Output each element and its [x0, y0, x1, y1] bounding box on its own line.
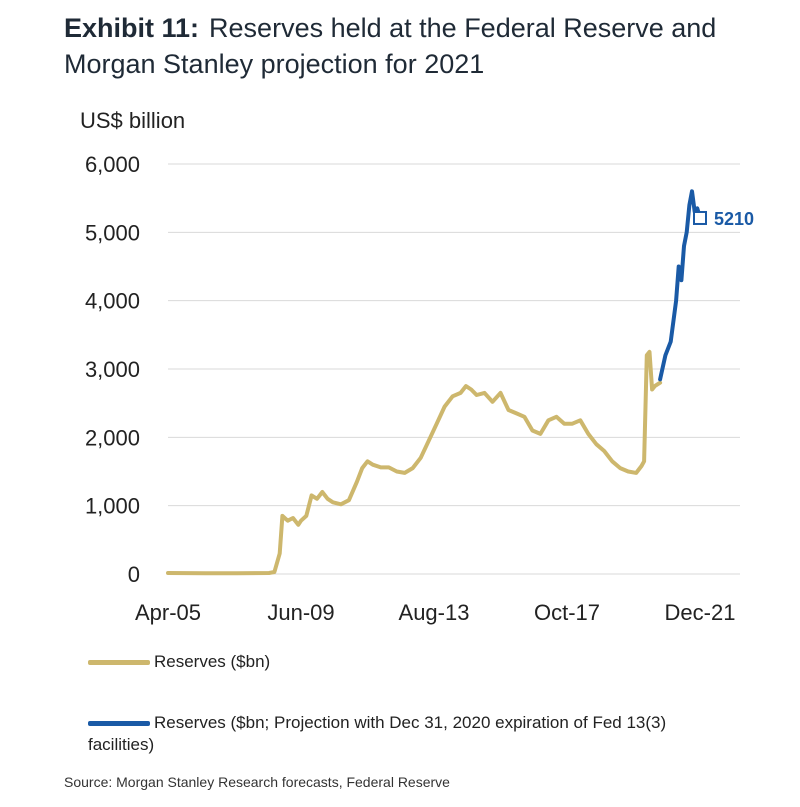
legend-label-reserves: Reserves ($bn): [154, 652, 271, 671]
legend-item-projection: Reserves ($bn; Projection with Dec 31, 2…: [88, 712, 688, 756]
y-axis-label: US$ billion: [80, 108, 186, 133]
legend-label-projection: Reserves ($bn; Projection with Dec 31, 2…: [88, 713, 667, 754]
y-tick-label: 5,000: [85, 220, 140, 245]
y-tick-label: 3,000: [85, 357, 140, 382]
exhibit-label: Exhibit 11:: [64, 13, 200, 43]
series-line-reserves: [166, 349, 663, 576]
legend-swatch-projection: [88, 721, 150, 726]
annotation-label: 5210: [714, 209, 754, 229]
source-note: Source: Morgan Stanley Research forecast…: [64, 774, 450, 790]
annotation-marker: [693, 210, 707, 225]
legend-item-reserves: Reserves ($bn): [88, 651, 270, 673]
y-tick-label: 6,000: [85, 152, 140, 177]
y-tick-label: 1,000: [85, 494, 140, 519]
y-tick-label: 4,000: [85, 289, 140, 314]
x-tick-label: Apr-05: [135, 600, 201, 625]
x-tick-label: Oct-17: [534, 600, 600, 625]
line-chart: 0 1,000 2,000 3,000 4,000 5,000 6,000 Apr-05 Jun…: [85, 152, 754, 625]
y-tick-label: 0: [128, 562, 140, 587]
legend-swatch-reserves: [88, 660, 150, 666]
y-tick-label: 2,000: [85, 425, 140, 450]
x-tick-label: Jun-09: [267, 600, 334, 625]
x-tick-label: Dec-21: [665, 600, 736, 625]
chart-title: Exhibit 11: Reserves held at the Federal …: [64, 10, 784, 82]
x-tick-label: Aug-13: [399, 600, 470, 625]
title-text: Reserves held at the Federal Reserve and…: [64, 13, 717, 79]
